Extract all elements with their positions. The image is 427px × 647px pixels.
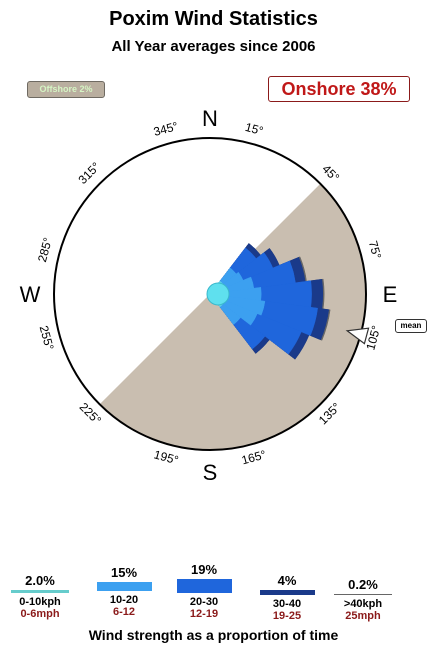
legend-percent: 19%	[190, 562, 218, 577]
degree-tick-285: 285°	[35, 236, 55, 264]
legend-kph: 20-30	[189, 596, 219, 608]
legend-mph: 6-12	[112, 606, 136, 618]
cardinal-N: N	[202, 106, 218, 131]
cardinal-W: W	[20, 282, 41, 307]
legend-caption: Wind strength as a proportion of time	[88, 627, 339, 643]
wedge-10-20-135	[216, 300, 241, 325]
degree-tick-45: 45°	[319, 162, 342, 185]
legend-swatch	[176, 579, 232, 593]
rose-outer-circle	[53, 137, 367, 451]
degree-tick-105: 105°	[363, 324, 383, 352]
degree-tick-75: 75°	[366, 239, 384, 260]
degree-tick-255: 255°	[37, 324, 57, 352]
mean-direction-label: mean	[395, 319, 427, 333]
legend-item: 19% 20-30 12-19	[167, 562, 241, 620]
legend-mph: 25mph	[345, 610, 381, 622]
legend-kph: >40kph	[343, 598, 383, 610]
chart-subtitle: All Year averages since 2006	[111, 38, 316, 55]
legend-percent: 15%	[110, 565, 138, 580]
offshore-badge: Offshore 2%	[27, 81, 105, 98]
cardinal-S: S	[203, 460, 218, 485]
legend-kph: 10-20	[109, 594, 139, 606]
legend-item: 15% 10-20 6-12	[87, 565, 161, 618]
legend-percent: 2.0%	[25, 573, 55, 588]
legend-item: 2.0% 0-10kph 0-6mph	[3, 573, 77, 620]
legend-kph: 0-10kph	[19, 596, 61, 608]
degree-tick-165: 165°	[240, 447, 268, 467]
chart-title: Poxim Wind Statistics	[109, 8, 318, 30]
degree-tick-15: 15°	[244, 120, 265, 138]
degree-tick-195: 195°	[152, 447, 180, 467]
legend-mph: 0-6mph	[20, 608, 60, 620]
legend-swatch	[96, 582, 152, 591]
legend-swatch	[259, 590, 315, 595]
legend-mph: 19-25	[272, 610, 302, 622]
legend-percent: 0.2%	[348, 577, 378, 592]
degree-tick-345: 345°	[152, 119, 180, 139]
legend-swatch	[11, 590, 69, 593]
legend-percent: 4%	[277, 573, 297, 588]
legend-item: 4% 30-40 19-25	[250, 573, 324, 622]
degree-tick-315: 315°	[75, 159, 103, 187]
legend-swatch	[334, 594, 392, 595]
onshore-badge: Onshore 38%	[268, 76, 410, 102]
legend-kph: 30-40	[272, 598, 302, 610]
legend-mph: 12-19	[189, 608, 219, 620]
mean-direction-arrow	[345, 327, 370, 345]
legend-item: 0.2% >40kph 25mph	[326, 577, 400, 622]
calm-center-dot	[206, 282, 230, 306]
cardinal-E: E	[383, 282, 398, 307]
